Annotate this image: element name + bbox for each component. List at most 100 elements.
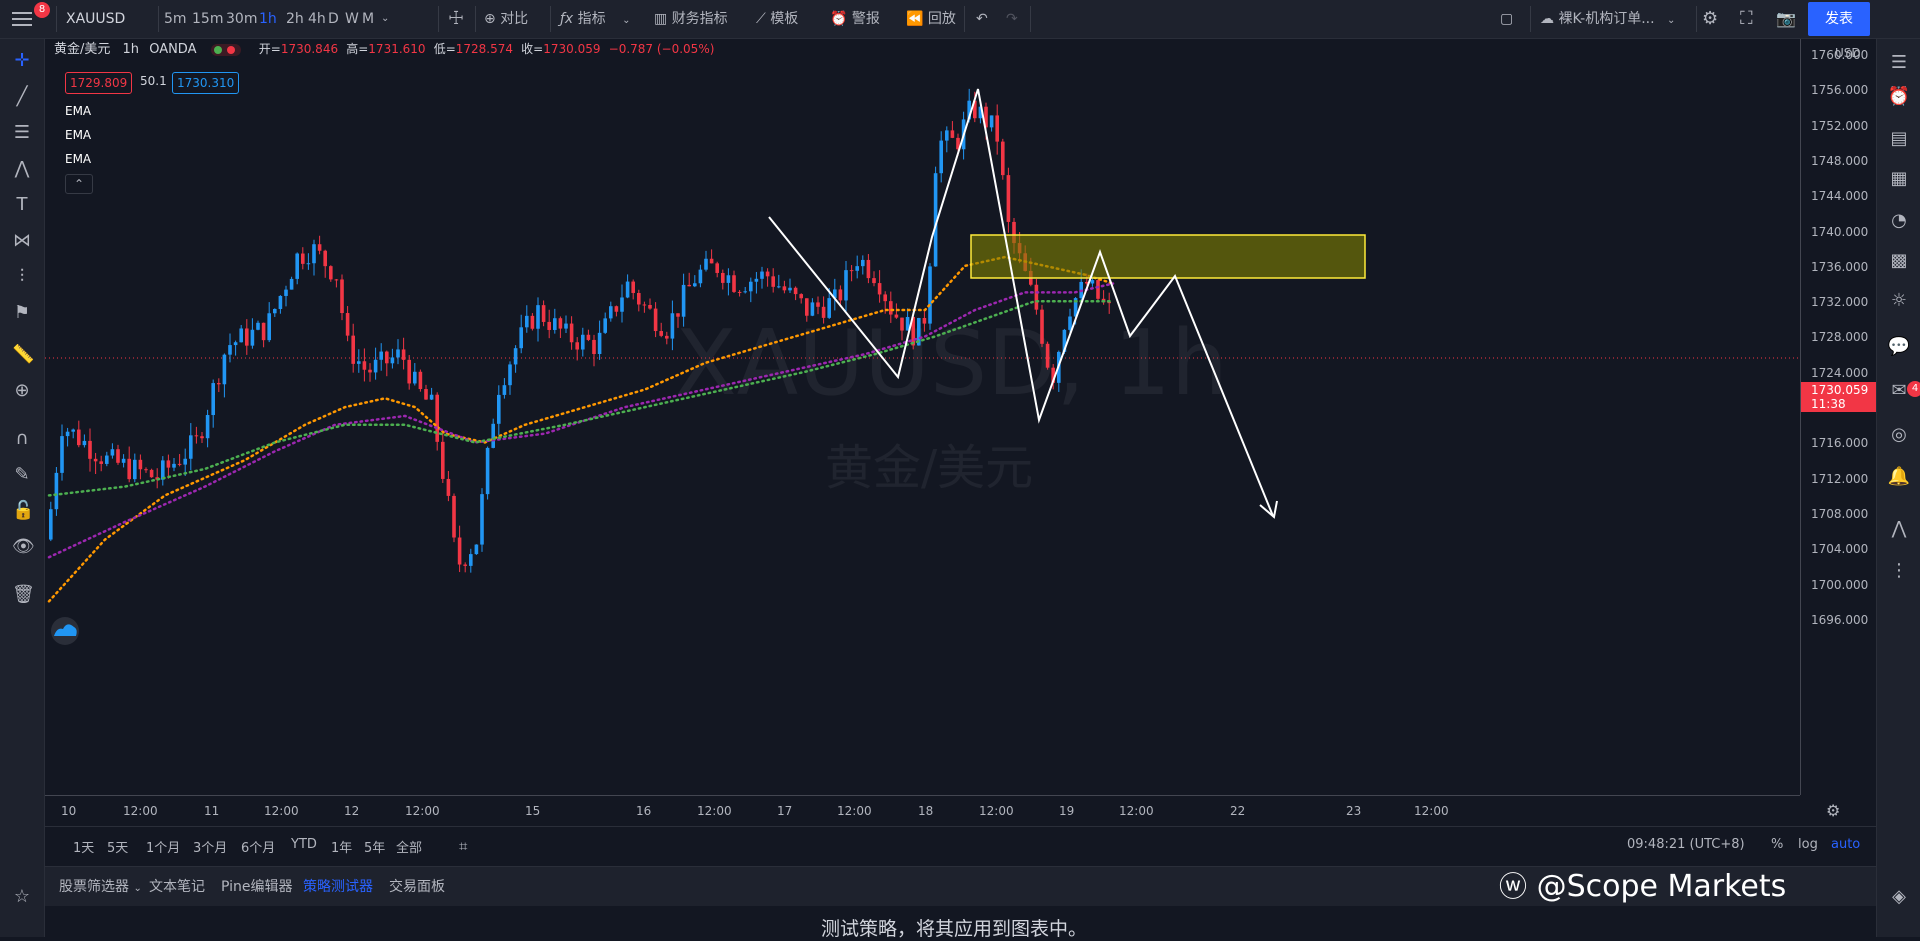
- trading-icon[interactable]: ⋀: [1891, 518, 1907, 539]
- range-button[interactable]: 6个月: [241, 841, 276, 856]
- ruler-icon[interactable]: 📏: [12, 344, 35, 365]
- camera-icon[interactable]: 📷: [1776, 9, 1796, 28]
- candle-body: [989, 115, 994, 128]
- prediction-icon[interactable]: ⫶: [19, 266, 25, 287]
- interval-5m[interactable]: 5m: [164, 11, 187, 27]
- pattern-icon[interactable]: ⋀: [14, 158, 30, 179]
- price-scale[interactable]: USD 1760.000 1756.000 1752.000 1748.000 1744…: [1800, 39, 1877, 795]
- financials-button[interactable]: ▥ 财务指标: [654, 11, 728, 27]
- interval-D[interactable]: D: [328, 11, 339, 27]
- publish-button[interactable]: 发表: [1808, 2, 1870, 36]
- range-button[interactable]: 1天: [73, 841, 95, 856]
- auto-scale-toggle[interactable]: auto: [1831, 837, 1861, 852]
- candle-body: [687, 284, 691, 287]
- candle-body: [60, 436, 64, 473]
- magnet-icon[interactable]: ∩: [15, 428, 29, 449]
- interval-2h[interactable]: 2h: [286, 11, 304, 27]
- xabcd-icon[interactable]: ⋈: [13, 230, 31, 251]
- supply-zone-rectangle[interactable]: [970, 234, 1366, 279]
- tab-pine-editor[interactable]: Pine编辑器: [221, 879, 293, 895]
- date-range-bar: 1天 5天 1个月 3个月 6个月 YTD 1年 5年 全部 ⌗ 09:48:21 (UTC+8…: [45, 826, 1876, 865]
- range-button[interactable]: 3个月: [193, 841, 228, 856]
- text-icon[interactable]: T: [16, 194, 28, 215]
- axis-settings-gear-icon[interactable]: ⚙: [1826, 801, 1841, 820]
- candle-body: [396, 349, 400, 358]
- ideas-icon[interactable]: ☼: [1890, 290, 1908, 311]
- alarm-clock-icon[interactable]: ⏰: [1887, 86, 1911, 107]
- lock-icon[interactable]: 🔓: [12, 500, 35, 521]
- compare-button[interactable]: ⊕ 对比: [484, 11, 529, 27]
- eye-icon[interactable]: 👁: [12, 536, 35, 557]
- bid-price-button[interactable]: 1729.809: [65, 72, 133, 94]
- price-chart[interactable]: XAUUSD, 1h 黄金/美元: [45, 39, 1800, 795]
- crosshair-icon[interactable]: ✛: [14, 50, 30, 71]
- notifications-bell-icon[interactable]: 🔔: [1887, 466, 1911, 487]
- fullscreen-icon[interactable]: ⛶: [1740, 8, 1753, 29]
- time-tick: 12:00: [264, 804, 299, 818]
- range-button[interactable]: 全部: [396, 841, 423, 856]
- goto-date-icon[interactable]: ⌗: [459, 837, 468, 855]
- utc-clock[interactable]: 09:48:21 (UTC+8): [1627, 837, 1745, 852]
- settings-gear-icon[interactable]: ⚙: [1702, 8, 1719, 29]
- candle-style-icon[interactable]: ☩: [448, 8, 465, 29]
- redo-icon[interactable]: ↷: [1006, 11, 1018, 27]
- tab-strategy-tester[interactable]: 策略测试器: [303, 879, 373, 895]
- menu-button[interactable]: [8, 8, 36, 30]
- range-button[interactable]: 1年: [331, 841, 353, 856]
- replay-button[interactable]: ⏪ 回放: [906, 11, 956, 27]
- range-button[interactable]: 5年: [364, 841, 386, 856]
- alerts-button[interactable]: ⏰ 警报: [830, 11, 880, 27]
- chevron-down-icon[interactable]: ⌄: [381, 13, 390, 24]
- undo-icon[interactable]: ↶: [976, 11, 988, 27]
- pencil-lock-icon[interactable]: ✎: [14, 464, 30, 485]
- trash-icon[interactable]: 🗑: [12, 584, 35, 605]
- time-axis[interactable]: 10 12:00 11 12:00 12 12:00 15 16 12:00 17 12:00 18 1…: [45, 795, 1800, 826]
- fib-icon[interactable]: ☰: [13, 122, 31, 143]
- templates-button[interactable]: ⟋ 模板: [756, 11, 799, 27]
- interval-W[interactable]: W: [345, 11, 359, 27]
- watchlist-icon[interactable]: ☰: [1890, 52, 1908, 73]
- chat-icon[interactable]: 💬: [1887, 336, 1911, 357]
- calendar-icon[interactable]: ▩: [1890, 250, 1908, 271]
- interval-1h[interactable]: 1h: [259, 11, 277, 27]
- collapse-legend-icon[interactable]: ⌃: [65, 174, 93, 194]
- indicator-ema-2[interactable]: EMA: [65, 128, 92, 142]
- log-scale-toggle[interactable]: log: [1798, 837, 1818, 852]
- ask-price-button[interactable]: 1730.310: [172, 72, 240, 94]
- range-button[interactable]: 1个月: [146, 841, 181, 856]
- range-button[interactable]: 5天: [107, 841, 129, 856]
- percent-scale-toggle[interactable]: %: [1771, 837, 1784, 852]
- messages-icon[interactable]: ✉: [1891, 380, 1907, 401]
- tab-stock-screener[interactable]: 股票筛选器 ⌄: [59, 879, 142, 895]
- hotlist-icon[interactable]: ◔: [1891, 210, 1907, 231]
- symbol-search[interactable]: XAUUSD: [66, 11, 126, 27]
- range-button[interactable]: YTD: [291, 837, 317, 852]
- layers-icon[interactable]: ◈: [1892, 886, 1906, 907]
- dom-icon[interactable]: ⋮: [1890, 560, 1908, 581]
- candle-body: [49, 509, 53, 540]
- interval-M[interactable]: M: [362, 11, 375, 27]
- tab-text-notes[interactable]: 文本笔记: [149, 879, 205, 895]
- indicator-ema-3[interactable]: EMA: [65, 152, 92, 166]
- data-window-icon[interactable]: ▦: [1890, 168, 1908, 189]
- star-icon[interactable]: ☆: [13, 886, 31, 907]
- price-tick: 1696.000: [1811, 612, 1869, 627]
- trend-line-icon[interactable]: ╱: [16, 86, 28, 107]
- candle-body: [116, 449, 120, 463]
- streams-icon[interactable]: ◎: [1891, 424, 1907, 445]
- tab-trading-panel[interactable]: 交易面板: [389, 879, 445, 895]
- wave-projection-path[interactable]: [768, 88, 1274, 517]
- flag-icon[interactable]: ⚑: [13, 302, 31, 323]
- candle-body: [312, 244, 316, 264]
- layout-toggle-icon[interactable]: ▢: [1500, 11, 1514, 27]
- zoom-icon[interactable]: ⊕: [14, 380, 30, 401]
- interval-4h[interactable]: 4h: [308, 11, 326, 27]
- news-icon[interactable]: ▤: [1890, 128, 1908, 149]
- legend-title[interactable]: 黄金/美元: [54, 42, 111, 57]
- indicators-button[interactable]: ƒx 指标 ⌄: [560, 11, 631, 27]
- indicator-ema-1[interactable]: EMA: [65, 104, 92, 118]
- interval-30m[interactable]: 30m: [226, 11, 258, 27]
- layout-name[interactable]: ☁ 裸K-机构订单... ⌄: [1540, 11, 1676, 27]
- interval-15m[interactable]: 15m: [192, 11, 224, 27]
- visibility-toggle-icon[interactable]: [210, 43, 241, 56]
